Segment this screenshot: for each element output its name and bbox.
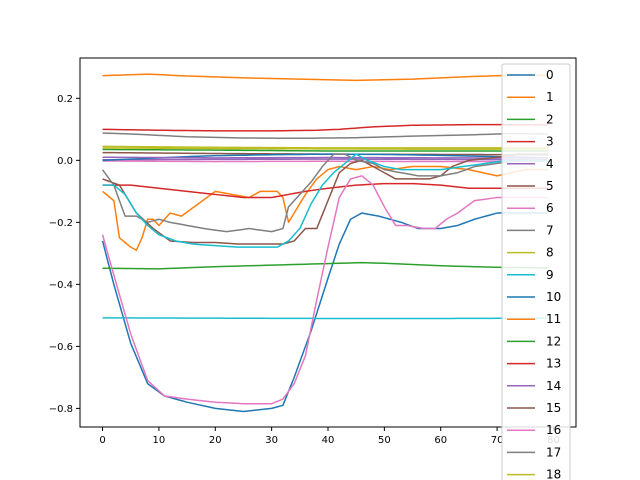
x-tick-label: 10 (153, 435, 166, 446)
x-tick-label: 30 (265, 435, 278, 446)
legend-label-14: 14 (546, 379, 561, 393)
x-tick-label: 40 (322, 435, 335, 446)
y-axis: 0.2 0.0 −0.2 −0.4 −0.6 −0.8 (49, 94, 80, 415)
x-tick-label: 50 (378, 435, 391, 446)
legend-label-0: 0 (546, 68, 554, 82)
series-line-17 (101, 153, 548, 233)
legend-label-1: 1 (546, 90, 554, 104)
legend-label-5: 5 (546, 179, 554, 193)
legend-label-8: 8 (546, 246, 554, 260)
legend-label-2: 2 (546, 112, 554, 126)
series-line-8 (102, 145, 548, 149)
y-tick-label: −0.2 (49, 218, 73, 229)
y-tick-label: 0.2 (57, 94, 73, 105)
legend-label-15: 15 (546, 401, 561, 415)
series-line-1 (102, 73, 548, 82)
x-tick-label: 20 (209, 435, 222, 446)
series-line-14 (102, 156, 548, 159)
x-tick-label: 0 (99, 435, 105, 446)
y-tick-label: −0.4 (49, 280, 73, 291)
series-line-11 (102, 165, 548, 251)
legend-label-16: 16 (546, 423, 561, 437)
legend-label-11: 11 (546, 312, 561, 326)
legend-label-10: 10 (546, 290, 561, 304)
legend-label-4: 4 (546, 157, 554, 171)
y-tick-label: 0.0 (57, 156, 73, 167)
y-tick-label: −0.8 (49, 404, 73, 415)
legend-label-12: 12 (546, 334, 561, 348)
y-tick-label: −0.6 (49, 342, 73, 353)
x-tick-label: 60 (434, 435, 447, 446)
legend-label-13: 13 (546, 357, 561, 371)
legend-label-3: 3 (546, 135, 554, 149)
series-line-19 (102, 153, 548, 248)
series-line-16 (101, 175, 548, 405)
series-line-0 (101, 212, 548, 413)
series-line-13 (102, 182, 548, 199)
legend-label-18: 18 (546, 468, 561, 480)
plot-lines (101, 73, 548, 413)
legend: 012345678910111213141516171819 (501, 63, 571, 480)
legend-label-7: 7 (546, 223, 554, 237)
legend-label-6: 6 (546, 201, 554, 215)
series-line-3 (102, 123, 548, 132)
series-line-12 (102, 148, 548, 152)
legend-label-9: 9 (546, 268, 554, 282)
series-line-18 (102, 147, 548, 150)
legend-box (501, 63, 571, 480)
x-tick-label: 70 (491, 435, 504, 446)
series-line-6 (102, 160, 548, 163)
series-line-7 (102, 132, 548, 140)
series-line-9 (102, 317, 548, 320)
legend-label-17: 17 (546, 445, 561, 459)
